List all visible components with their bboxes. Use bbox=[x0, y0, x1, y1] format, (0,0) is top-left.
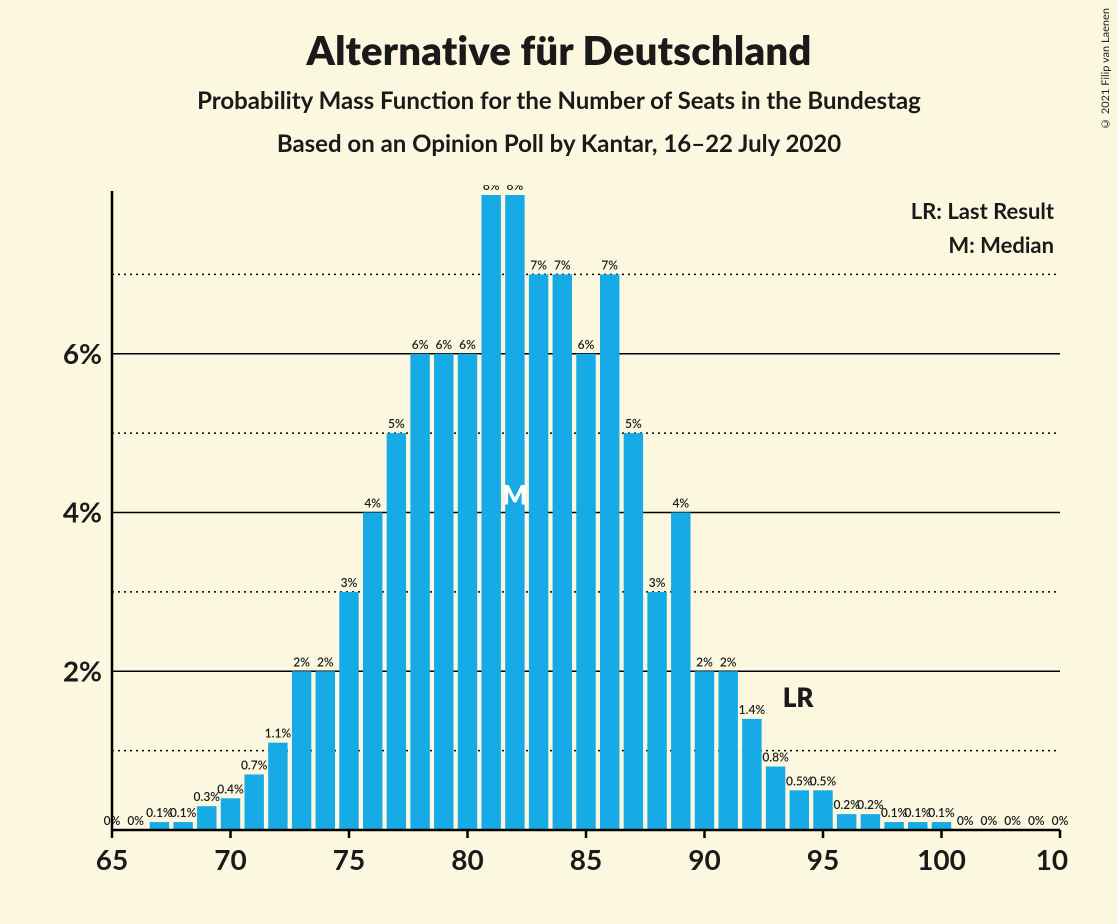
pmf-bar bbox=[197, 806, 216, 830]
pmf-bar bbox=[244, 774, 263, 830]
bar-value-label: 2% bbox=[696, 654, 713, 669]
pmf-bar bbox=[813, 790, 832, 830]
pmf-bar bbox=[647, 592, 666, 830]
chart-title: Alternative für Deutschland bbox=[0, 26, 1118, 74]
bar-value-label: 0% bbox=[981, 813, 998, 828]
bar-value-label: 7% bbox=[554, 257, 571, 272]
bar-value-label: 3% bbox=[649, 575, 666, 590]
chart-titles: Alternative für Deutschland Probability … bbox=[0, 0, 1118, 158]
median-annotation: M bbox=[502, 479, 527, 511]
x-tick-label: 70 bbox=[214, 842, 246, 876]
x-tick-label: 80 bbox=[451, 842, 483, 876]
pmf-bar-chart: 0%0%0.1%0.1%0.3%0.4%0.7%1.1%2%2%3%4%5%6%… bbox=[60, 185, 1068, 884]
bar-value-label: 6% bbox=[578, 337, 595, 352]
pmf-bar bbox=[718, 671, 737, 830]
chart-subtitle-1: Probability Mass Function for the Number… bbox=[0, 86, 1118, 115]
bar-value-label: 1.4% bbox=[739, 702, 766, 717]
copyright-text: © 2021 Filip van Laenen bbox=[1099, 8, 1112, 130]
pmf-bar bbox=[576, 354, 595, 830]
y-tick-label: 6% bbox=[63, 336, 102, 370]
pmf-bar bbox=[339, 592, 358, 830]
pmf-bar bbox=[837, 814, 856, 830]
bar-value-label: 2% bbox=[293, 654, 310, 669]
bar-value-label: 8% bbox=[507, 185, 524, 193]
bar-value-label: 0.1% bbox=[928, 805, 955, 820]
bar-value-label: 0.1% bbox=[170, 805, 197, 820]
bar-value-label: 3% bbox=[341, 575, 358, 590]
x-tick-label: 85 bbox=[570, 842, 602, 876]
y-tick-label: 4% bbox=[63, 495, 102, 529]
pmf-bar bbox=[434, 354, 453, 830]
x-tick-label: 65 bbox=[96, 842, 128, 876]
bar-value-label: 4% bbox=[364, 496, 381, 511]
pmf-bar bbox=[529, 274, 548, 830]
bar-value-label: 6% bbox=[435, 337, 452, 352]
pmf-bar bbox=[505, 195, 524, 830]
bar-value-label: 0.5% bbox=[810, 773, 837, 788]
bar-value-label: 0% bbox=[127, 813, 144, 828]
bar-value-label: 7% bbox=[601, 257, 618, 272]
bar-value-label: 5% bbox=[625, 416, 642, 431]
chart-subtitle-2: Based on an Opinion Poll by Kantar, 16–2… bbox=[0, 129, 1118, 158]
pmf-bar bbox=[481, 195, 500, 830]
bar-value-label: 7% bbox=[530, 257, 547, 272]
pmf-bar bbox=[292, 671, 311, 830]
pmf-bar bbox=[221, 798, 240, 830]
bar-value-label: 2% bbox=[720, 654, 737, 669]
bar-value-label: 6% bbox=[459, 337, 476, 352]
legend-m: M: Median bbox=[948, 231, 1054, 258]
bar-value-label: 0% bbox=[957, 813, 974, 828]
bar-value-label: 0.4% bbox=[217, 781, 244, 796]
pmf-bar bbox=[553, 274, 572, 830]
pmf-bar bbox=[458, 354, 477, 830]
bar-value-label: 5% bbox=[388, 416, 405, 431]
pmf-bar bbox=[861, 814, 880, 830]
pmf-bar bbox=[363, 513, 382, 831]
pmf-bar bbox=[316, 671, 335, 830]
pmf-bar bbox=[671, 513, 690, 831]
bar-value-label: 0.7% bbox=[241, 757, 268, 772]
pmf-bar bbox=[387, 433, 406, 830]
bar-value-label: 1.1% bbox=[265, 726, 292, 741]
x-tick-label: 90 bbox=[688, 842, 720, 876]
bar-value-label: 6% bbox=[412, 337, 429, 352]
x-tick-label: 100 bbox=[917, 842, 966, 876]
bar-value-label: 8% bbox=[483, 185, 500, 193]
pmf-bar bbox=[766, 767, 785, 831]
bar-value-label: 2% bbox=[317, 654, 334, 669]
x-tick-label: 105 bbox=[1036, 842, 1068, 876]
pmf-bar bbox=[624, 433, 643, 830]
pmf-bar bbox=[790, 790, 809, 830]
bar-value-label: 0.8% bbox=[762, 750, 789, 765]
bar-value-label: 0% bbox=[1052, 813, 1068, 828]
bar-value-label: 0% bbox=[1028, 813, 1045, 828]
y-tick-label: 2% bbox=[63, 653, 102, 687]
pmf-bar bbox=[268, 743, 287, 830]
chart-svg: 0%0%0.1%0.1%0.3%0.4%0.7%1.1%2%2%3%4%5%6%… bbox=[60, 185, 1068, 885]
pmf-bar bbox=[742, 719, 761, 830]
pmf-bar bbox=[600, 274, 619, 830]
bar-value-label: 4% bbox=[672, 496, 689, 511]
x-tick-label: 75 bbox=[333, 842, 365, 876]
pmf-bar bbox=[410, 354, 429, 830]
legend-lr: LR: Last Result bbox=[911, 197, 1055, 224]
pmf-bar bbox=[695, 671, 714, 830]
bar-value-label: 0% bbox=[1004, 813, 1021, 828]
x-tick-label: 95 bbox=[807, 842, 839, 876]
last-result-annotation: LR bbox=[783, 681, 815, 713]
